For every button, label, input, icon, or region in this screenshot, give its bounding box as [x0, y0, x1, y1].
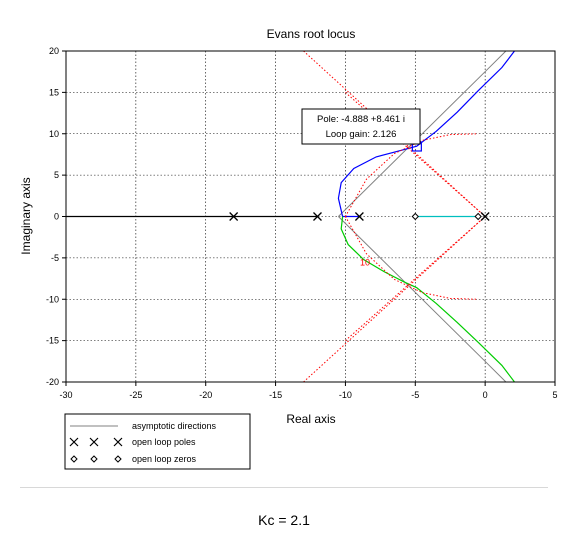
y-tick-label: 0 — [54, 212, 59, 222]
y-tick-label: -20 — [46, 377, 59, 387]
y-tick-label: -5 — [51, 253, 59, 263]
damping-line — [344, 216, 479, 300]
y-axis-label: Imaginary axis — [19, 177, 33, 254]
x-tick-label: -5 — [411, 390, 419, 400]
legend-label-asymptotes: asymptotic directions — [132, 421, 217, 431]
x-tick-label: -30 — [59, 390, 72, 400]
x-tick-label: 5 — [552, 390, 557, 400]
branch-upper-line — [337, 51, 515, 218]
y-tick-label: 10 — [49, 129, 59, 139]
x-tick-label: -20 — [199, 390, 212, 400]
open-loop-pole-marker — [229, 212, 239, 221]
data-tip-box — [301, 108, 421, 145]
data-tip-pole: Pole: -4.888 +8.461 i — [317, 114, 405, 125]
legend-x-marker-icons — [69, 437, 123, 447]
legend: asymptotic directions open loop poles op… — [64, 413, 251, 470]
divider — [20, 487, 548, 488]
data-tip[interactable]: Pole: -4.888 +8.461 i Loop gain: 2.126 — [301, 108, 421, 145]
legend-diamond-marker-icons — [70, 455, 122, 463]
y-tick-label: -10 — [46, 294, 59, 304]
x-tick-label: 0 — [483, 390, 488, 400]
open-loop-pole-marker — [480, 212, 490, 221]
chart-title: Evans root locus — [267, 27, 356, 41]
open-loop-zero-marker — [411, 212, 419, 221]
y-tick-label: 5 — [54, 170, 59, 180]
y-tick-label: -15 — [46, 336, 59, 346]
x-tick-label: -10 — [339, 390, 352, 400]
caption: Kc = 2.1 — [258, 512, 310, 528]
open-loop-zero-marker — [474, 212, 482, 221]
series-group: 10 — [66, 51, 515, 382]
open-loop-pole-marker — [354, 212, 364, 221]
damping-annotation: 10 — [360, 257, 370, 267]
y-tick-label: 15 — [49, 87, 59, 97]
legend-label-zeros: open loop zeros — [132, 454, 197, 464]
x-axis-label: Real axis — [286, 412, 335, 426]
plot-series: 10 — [66, 51, 515, 382]
data-tip-gain: Loop gain: 2.126 — [326, 129, 397, 140]
legend-label-poles: open loop poles — [132, 437, 196, 447]
damping-line — [344, 133, 479, 217]
asymptote-line — [338, 216, 507, 382]
asymptote-line — [338, 51, 507, 217]
root-locus-chart: Evans root locus 10 -30 -25 -20 -15 -10 -5 0 5-… — [19, 27, 558, 470]
open-loop-pole-marker — [313, 212, 322, 221]
axis-ticks: -30 -25 -20 -15 -10 -5 0 5 -20 -15 -10 -5 0 5 10 15 20 — [46, 46, 558, 400]
y-tick-label: 20 — [49, 46, 59, 56]
x-tick-label: -15 — [269, 390, 282, 400]
damping-line — [303, 216, 486, 382]
x-tick-label: -25 — [129, 390, 142, 400]
